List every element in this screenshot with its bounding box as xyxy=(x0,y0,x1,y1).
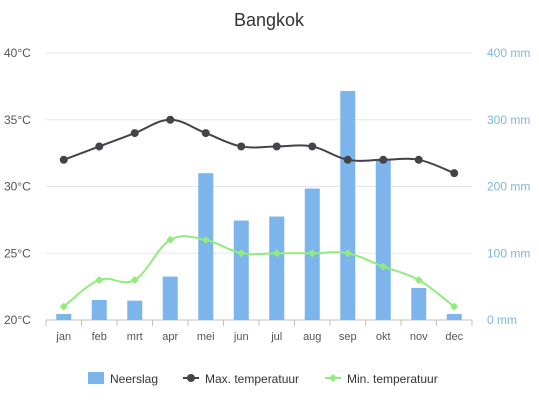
line-max-temp xyxy=(63,118,455,175)
bar-neerslag xyxy=(375,159,391,320)
bar-neerslag xyxy=(269,216,285,320)
marker-max-temp xyxy=(414,155,423,164)
left-tick-label: 30°C xyxy=(4,180,31,194)
x-tick-label: feb xyxy=(92,331,107,343)
marker-min-temp xyxy=(166,235,175,244)
marker-max-temp xyxy=(308,142,317,151)
marker-max-temp xyxy=(237,142,246,151)
x-tick-label: jul xyxy=(270,331,282,343)
marker-max-temp xyxy=(130,129,139,138)
marker-min-temp xyxy=(59,302,68,311)
left-tick-label: 40°C xyxy=(4,46,31,60)
x-axis: jan feb mrt apr mei jun jul aug sep okt nov dec xyxy=(45,320,473,343)
marker-max-temp xyxy=(379,155,388,164)
marker-max-temp xyxy=(450,169,459,178)
legend-marker xyxy=(329,374,337,382)
x-tick-label: mrt xyxy=(127,331,143,343)
x-tick-label: okt xyxy=(376,331,391,343)
right-tick-label: 0 mm xyxy=(487,313,517,327)
legend-swatch-bar xyxy=(88,372,104,384)
chart-title: Bangkok xyxy=(234,10,305,30)
marker-min-temp xyxy=(343,249,352,258)
line-min-temp xyxy=(63,235,455,308)
right-tick-label: 200 mm xyxy=(487,180,530,194)
marker-min-temp xyxy=(201,235,210,244)
bar-neerslag xyxy=(91,299,107,320)
legend: Neerslag Max. temperatuur Min. temperatuur xyxy=(88,372,438,386)
x-tick-label: dec xyxy=(445,331,463,343)
right-tick-label: 100 mm xyxy=(487,246,530,260)
marker-max-temp xyxy=(166,115,175,124)
marker-max-temp xyxy=(272,142,281,151)
marker-min-temp xyxy=(237,249,246,258)
right-tick-label: 400 mm xyxy=(487,46,530,60)
bar-neerslag xyxy=(446,313,462,320)
left-tick-label: 25°C xyxy=(4,246,31,260)
legend-label: Min. temperatuur xyxy=(347,372,438,386)
x-tick-label: jan xyxy=(55,331,71,343)
x-tick-label: nov xyxy=(410,331,428,343)
x-tick-label: apr xyxy=(162,331,178,343)
bars-group xyxy=(56,91,462,320)
x-tick-label: mei xyxy=(197,331,215,343)
marker-min-temp xyxy=(379,262,388,271)
marker-min-temp xyxy=(130,275,139,284)
marker-min-temp xyxy=(450,302,459,311)
legend-marker xyxy=(187,374,195,382)
x-tick-label: jun xyxy=(233,331,249,343)
bar-neerslag xyxy=(198,173,214,320)
bar-neerslag xyxy=(411,287,427,320)
marker-min-temp xyxy=(95,275,104,284)
marker-max-temp xyxy=(95,142,104,151)
legend-label: Neerslag xyxy=(110,372,158,386)
bar-neerslag xyxy=(233,220,249,320)
left-axis-ticks: 40°C 35°C 30°C 25°C 20°C xyxy=(4,46,31,327)
marker-min-temp xyxy=(308,249,317,258)
marker-min-temp xyxy=(272,249,281,258)
legend-label: Max. temperatuur xyxy=(205,372,299,386)
x-tick-label: sep xyxy=(339,331,357,343)
lines-group xyxy=(59,115,459,311)
bar-neerslag xyxy=(127,300,143,320)
right-axis-ticks: 400 mm 300 mm 200 mm 100 mm 0 mm xyxy=(487,46,530,327)
right-tick-label: 300 mm xyxy=(487,113,530,127)
bar-neerslag xyxy=(340,91,356,320)
bar-neerslag xyxy=(56,313,72,320)
marker-max-temp xyxy=(343,155,352,164)
marker-min-temp xyxy=(414,275,423,284)
marker-max-temp xyxy=(59,155,68,164)
x-tick-label: aug xyxy=(303,331,321,343)
bar-neerslag xyxy=(162,276,178,320)
marker-max-temp xyxy=(201,129,210,138)
left-tick-label: 35°C xyxy=(4,113,31,127)
left-tick-label: 20°C xyxy=(4,313,31,327)
